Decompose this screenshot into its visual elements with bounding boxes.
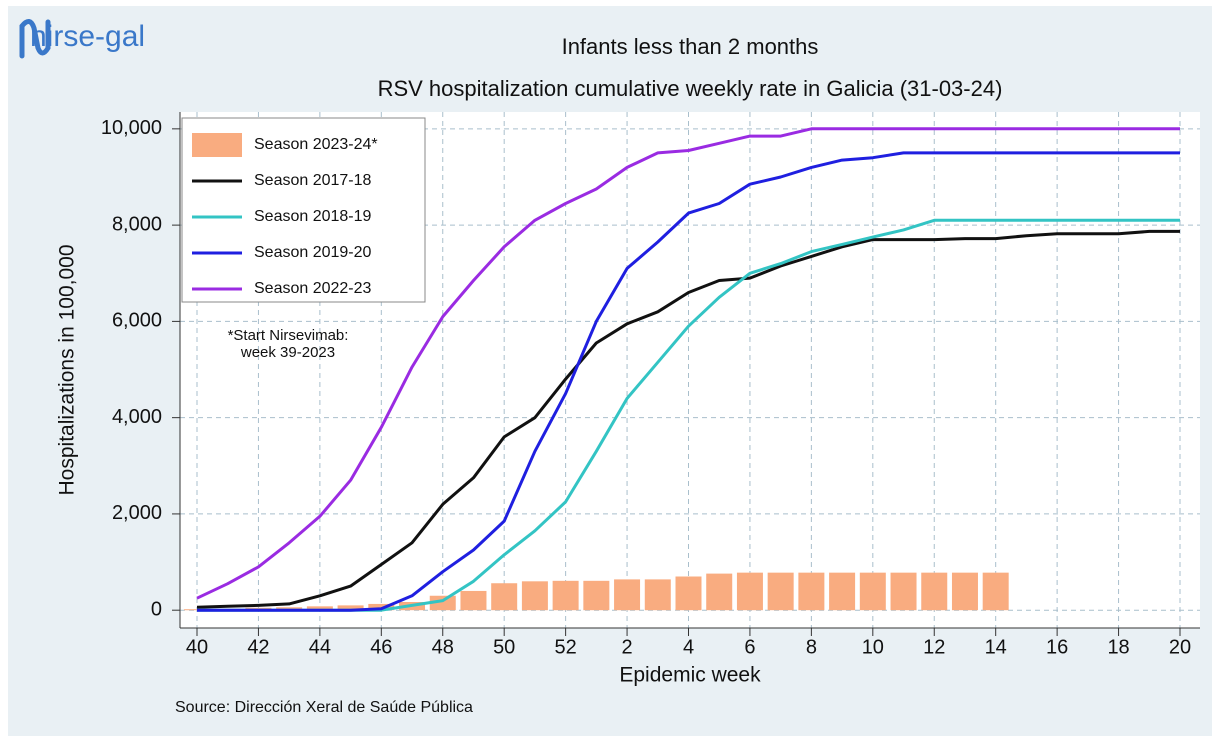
chart-subtitle: RSV hospitalization cumulative weekly ra… bbox=[378, 76, 1003, 101]
legend-label: Season 2019-20 bbox=[254, 244, 372, 261]
logo-mark bbox=[19, 19, 51, 59]
x-tick-label: 6 bbox=[744, 636, 755, 658]
y-axis-label: Hospitalizations in 100,000 bbox=[56, 245, 79, 496]
legend-label: Season 2017-18 bbox=[254, 172, 372, 189]
y-tick-label: 2,000 bbox=[112, 502, 162, 524]
annotation: week 39-2023 bbox=[240, 344, 335, 361]
bar bbox=[521, 581, 548, 611]
y-tick-label: 0 bbox=[151, 598, 162, 620]
x-tick-label: 46 bbox=[370, 636, 392, 658]
bar bbox=[921, 572, 948, 611]
annotation: *Start Nirsevimab: bbox=[228, 327, 349, 344]
y-tick-label: 10,000 bbox=[101, 117, 162, 139]
bar bbox=[951, 572, 978, 611]
bar bbox=[429, 595, 456, 611]
x-axis-label: Epidemic week bbox=[619, 664, 761, 687]
x-tick-label: 18 bbox=[1107, 636, 1129, 658]
bar bbox=[460, 590, 487, 611]
bar bbox=[767, 572, 794, 611]
chart-title: Infants less than 2 months bbox=[562, 34, 819, 59]
legend-label: Season 2023-24* bbox=[254, 136, 378, 153]
bar bbox=[829, 572, 856, 611]
y-tick-label: 8,000 bbox=[112, 213, 162, 235]
x-tick-label: 42 bbox=[247, 636, 269, 658]
source: Source: Dirección Xeral de Saúde Pública bbox=[175, 699, 473, 716]
x-tick-label: 40 bbox=[186, 636, 208, 658]
bar bbox=[890, 572, 917, 611]
bar bbox=[491, 583, 518, 611]
x-tick-label: 4 bbox=[683, 636, 694, 658]
line bbox=[197, 151, 1180, 612]
x-tick-label: 52 bbox=[555, 636, 577, 658]
line bbox=[196, 127, 1180, 600]
x-tick-label: 16 bbox=[1046, 636, 1068, 658]
x-tick-label: 50 bbox=[493, 636, 515, 658]
x-tick-label: 10 bbox=[862, 636, 884, 658]
bar bbox=[675, 576, 702, 611]
x-tick-label: 8 bbox=[806, 636, 817, 658]
y-tick-label: 6,000 bbox=[112, 310, 162, 332]
legend-label: Season 2022-23 bbox=[254, 280, 372, 297]
bar bbox=[982, 572, 1009, 611]
bar bbox=[859, 572, 886, 611]
x-tick-label: 48 bbox=[432, 636, 454, 658]
bar bbox=[368, 603, 395, 611]
bar bbox=[614, 579, 641, 611]
x-tick-label: 44 bbox=[309, 636, 331, 658]
bar bbox=[798, 572, 825, 611]
logo-icon bbox=[19, 19, 51, 59]
bar bbox=[583, 580, 610, 611]
x-tick-label: 2 bbox=[622, 636, 633, 658]
bar bbox=[337, 605, 364, 611]
y-tick-label: 4,000 bbox=[112, 406, 162, 428]
bar bbox=[736, 572, 763, 611]
legend-label: Season 2018-19 bbox=[254, 208, 372, 225]
bar bbox=[306, 606, 333, 611]
x-tick-label: 14 bbox=[985, 636, 1007, 658]
line bbox=[196, 229, 1180, 609]
legend-swatch bbox=[192, 133, 242, 157]
bar bbox=[644, 579, 671, 611]
x-tick-label: 12 bbox=[923, 636, 945, 658]
x-tick-label: 20 bbox=[1169, 636, 1191, 658]
bar bbox=[706, 573, 733, 611]
logo: nirse-gal bbox=[30, 20, 145, 53]
bar bbox=[552, 580, 579, 611]
